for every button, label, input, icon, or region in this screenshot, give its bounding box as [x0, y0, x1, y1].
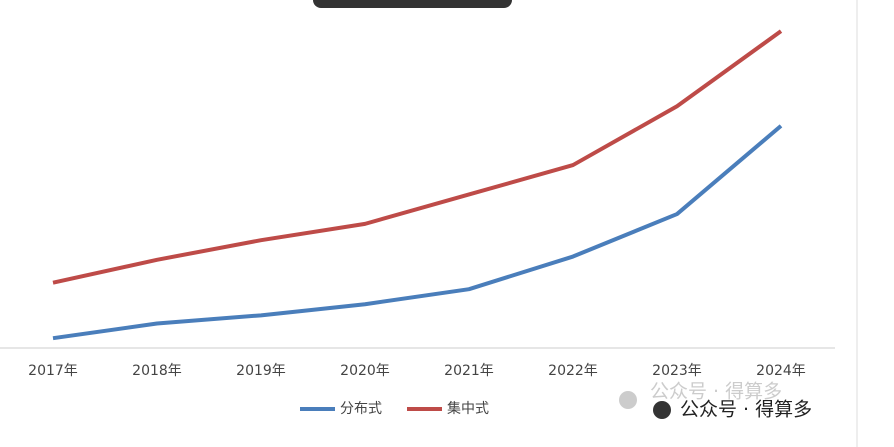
x-tick-label: 2017年	[28, 363, 78, 379]
data-line	[52, 124, 783, 341]
watermark: 公众号 · 得算多	[680, 399, 812, 421]
x-tick-label: 2023年	[652, 363, 702, 379]
top-bar	[313, 0, 512, 8]
x-tick-label: 2024年	[756, 363, 806, 379]
data-line	[52, 29, 783, 285]
x-tick-label: 2022年	[548, 363, 598, 379]
watermark-icon	[619, 391, 637, 409]
watermark-icon	[653, 401, 671, 419]
x-tick-label: 2021年	[444, 363, 494, 379]
x-tick-label: 2020年	[340, 363, 390, 379]
watermark: 公众号 · 得算多	[650, 381, 782, 403]
legend-label: 集中式	[447, 400, 489, 417]
x-tick-label: 2019年	[236, 363, 286, 379]
x-tick-label: 2018年	[132, 363, 182, 379]
legend-label: 分布式	[340, 401, 382, 417]
